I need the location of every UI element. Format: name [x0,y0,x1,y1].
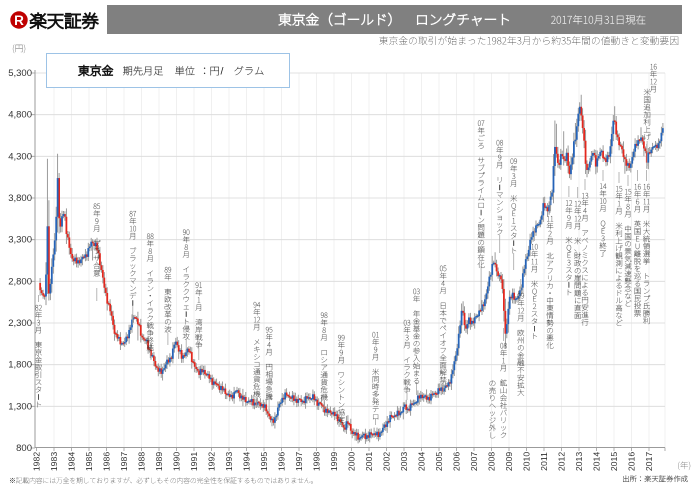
svg-text:2000: 2000 [347,452,357,471]
svg-text:2010: 2010 [522,452,532,471]
svg-text:1994: 1994 [242,452,252,471]
svg-text:2017: 2017 [644,452,654,471]
svg-text:1988: 1988 [137,452,147,471]
svg-text:2013: 2013 [574,452,584,471]
svg-text:800: 800 [16,443,32,454]
svg-text:1987: 1987 [119,452,129,471]
svg-text:1986: 1986 [102,452,112,471]
svg-text:2006: 2006 [452,452,462,471]
svg-text:R: R [14,13,24,28]
svg-text:2016: 2016 [627,452,637,471]
svg-text:1996: 1996 [277,452,287,471]
svg-text:1998: 1998 [312,452,322,471]
svg-text:1984: 1984 [67,452,77,471]
svg-text:1991: 1991 [189,452,199,471]
svg-text:4,800: 4,800 [8,110,32,121]
svg-text:2012: 2012 [557,452,567,471]
svg-text:2,800: 2,800 [8,276,32,287]
svg-text:1982: 1982 [32,452,42,471]
svg-text:2005: 2005 [434,452,444,471]
svg-text:3,300: 3,300 [8,235,32,246]
svg-text:2011: 2011 [539,452,549,471]
svg-text:2009: 2009 [504,452,514,471]
svg-text:2004: 2004 [417,452,427,471]
svg-text:/: / [221,66,224,78]
svg-text:2014: 2014 [592,452,602,471]
svg-text:1993: 1993 [224,452,234,471]
svg-text:2003: 2003 [399,452,409,471]
svg-text:1990: 1990 [172,452,182,471]
svg-text:2008: 2008 [487,452,497,471]
svg-text:1995: 1995 [259,452,269,471]
svg-text:1985: 1985 [84,452,94,471]
svg-text:5,300: 5,300 [8,68,32,79]
svg-text:1,300: 1,300 [8,401,32,412]
svg-text:1,800: 1,800 [8,360,32,371]
svg-text:2007: 2007 [469,452,479,471]
svg-text:1992: 1992 [207,452,217,471]
svg-text:4,300: 4,300 [8,151,32,162]
svg-text:1983: 1983 [49,452,59,471]
svg-text:1989: 1989 [154,452,164,471]
svg-text:2015: 2015 [609,452,619,471]
svg-text:3,800: 3,800 [8,193,32,204]
svg-text:1999: 1999 [329,452,339,471]
svg-text:2001: 2001 [364,452,374,471]
svg-text:2002: 2002 [382,452,392,471]
svg-text:2,300: 2,300 [8,318,32,329]
svg-text:1997: 1997 [294,452,304,471]
